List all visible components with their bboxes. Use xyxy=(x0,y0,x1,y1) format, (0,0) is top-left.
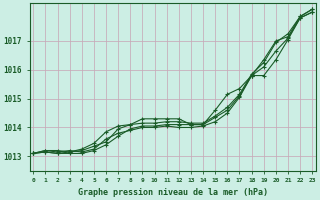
X-axis label: Graphe pression niveau de la mer (hPa): Graphe pression niveau de la mer (hPa) xyxy=(78,188,268,197)
